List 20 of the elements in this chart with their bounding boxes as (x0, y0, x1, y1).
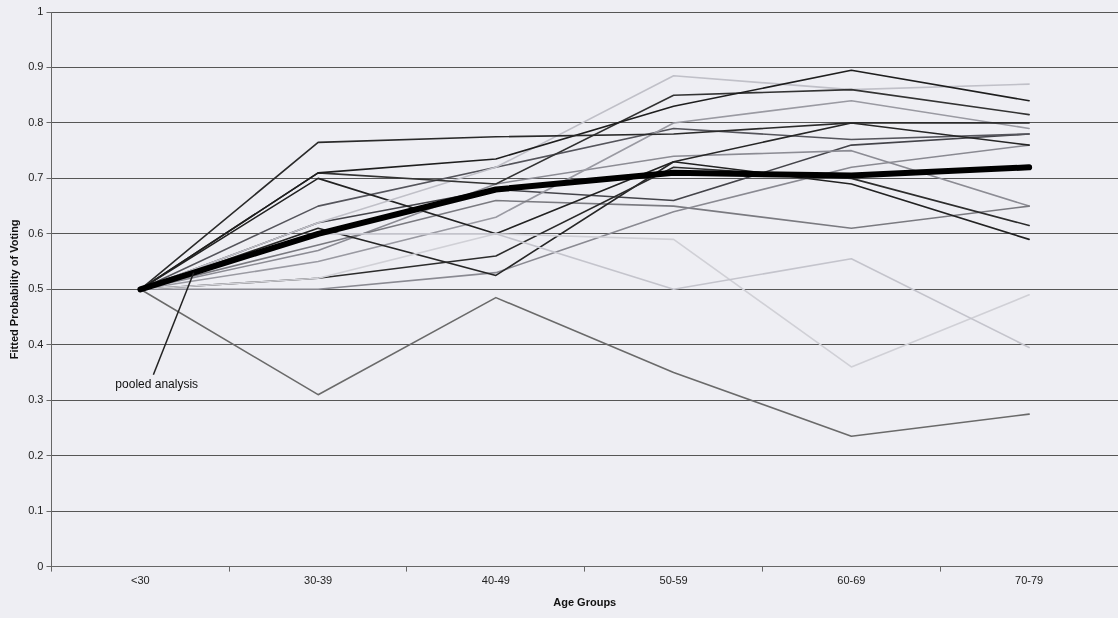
y-tick-label: 0.3 (28, 393, 44, 406)
y-tick-label: 0.1 (28, 504, 44, 517)
x-tick-label: 60-69 (837, 574, 866, 587)
y-tick-label: 0.2 (28, 448, 44, 461)
y-tick-label: 0.8 (28, 115, 44, 128)
y-tick-label: 0.5 (28, 282, 44, 295)
x-tick-label: <30 (131, 574, 150, 587)
y-tick-label: 0.7 (28, 171, 44, 184)
y-tick-label: 0.4 (28, 337, 44, 350)
y-axis-title: Fitted Probability of Voting (7, 219, 20, 360)
x-tick-label: 70-79 (1015, 574, 1044, 587)
y-tick-label: 0.6 (28, 226, 44, 239)
text: pooled analysis (115, 376, 199, 391)
y-tick-label: 0 (37, 559, 44, 572)
y-tick-label: 0.9 (28, 60, 44, 73)
x-axis-title: Age Groups (553, 596, 617, 609)
x-tick-label: 30-39 (304, 574, 333, 587)
x-tick-label: 50-59 (659, 574, 688, 587)
x-tick-label: 40-49 (481, 574, 510, 587)
y-tick-label: 1 (37, 5, 44, 18)
